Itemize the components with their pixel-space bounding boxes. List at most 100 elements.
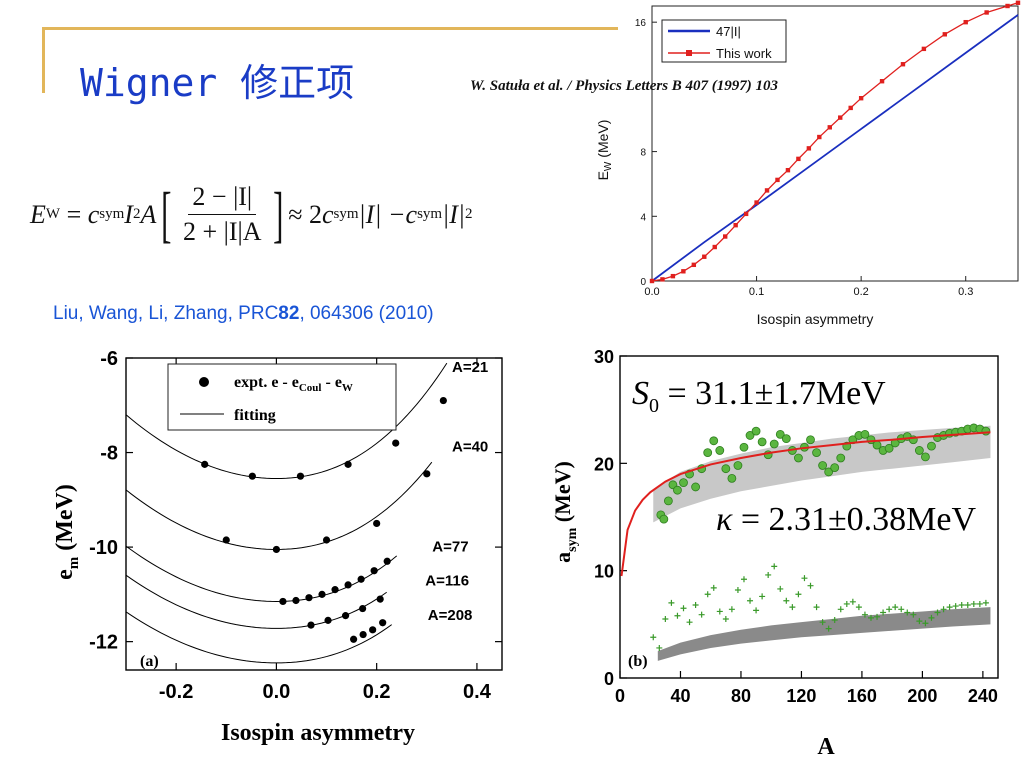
asym-plus-point (855, 604, 862, 611)
asym-green-point (733, 461, 743, 470)
equation-rhs-end: |I| (442, 199, 466, 229)
em-legend: expt. e - eCoul - eW fitting (167, 363, 397, 431)
asym-plus-point (952, 603, 959, 610)
asym-plus-point (692, 602, 699, 609)
asym-plus-point (789, 604, 796, 611)
em-legend-dot (199, 377, 209, 387)
ew-series-marker (723, 234, 728, 239)
left-bracket: [ (161, 180, 172, 249)
asym-plus-point (886, 606, 893, 613)
asym-green-point (679, 478, 688, 488)
title-accent-bar (42, 27, 45, 93)
asym-plus-point (668, 599, 675, 606)
em-data-point (222, 536, 230, 544)
ew-series-marker (827, 125, 832, 130)
s0-text: = 31.1±1.7MeV (659, 375, 886, 412)
em-data-point (305, 594, 313, 602)
asym-green-point (727, 473, 737, 483)
asym-green-point (663, 496, 673, 506)
em-ytick-label: -12 (89, 632, 118, 654)
em-data-point (357, 575, 365, 583)
asym-green-point (745, 431, 755, 440)
fraction-numerator: 2 − |I| (188, 182, 257, 215)
em-data-point (373, 519, 381, 528)
ew-xtick-label: 0.3 (958, 286, 973, 298)
asym-plus-point (698, 611, 705, 618)
asym-plus-point (970, 600, 977, 607)
em-data-point (331, 586, 339, 594)
em-data-point (344, 581, 352, 589)
em-series-label: A=40 (452, 439, 488, 456)
asym-plus-point (716, 608, 723, 615)
asym-xtick-label: 40 (670, 686, 690, 706)
asym-plus-point (783, 597, 790, 604)
asym-plus-point (910, 611, 917, 618)
em-xtick-label: -0.2 (159, 681, 193, 703)
em-xtick-label: 0.2 (363, 681, 391, 703)
ew-series-marker (670, 273, 676, 279)
asym-series (620, 423, 991, 661)
citation-liu: Liu, Wang, Li, Zhang, PRC82, 064306 (201… (53, 303, 434, 325)
kappa-symbol: κ (716, 501, 733, 538)
ew-series-marker (785, 167, 791, 173)
asym-plus-point (928, 614, 935, 621)
ew-ytick-label: 0 (640, 277, 646, 288)
asym-plus-point (837, 606, 844, 613)
ew-series-marker (796, 156, 801, 162)
asym-green-point (812, 448, 821, 457)
em-axes: -0.2 0.0 0.2 0.4 -6 -8 -10 -12 (89, 348, 503, 703)
em-ylabel-unit: (MeV) (52, 484, 78, 551)
asym-green-point (860, 429, 870, 439)
em-series-label: A=21 (452, 359, 488, 376)
ew-series-marker (702, 254, 707, 259)
em-data-point (423, 470, 431, 478)
em-data-point (341, 612, 350, 620)
asym-ytick-label: 10 (594, 562, 614, 582)
asym-green-point (914, 446, 924, 455)
em-xtick-label: 0.0 (262, 681, 290, 703)
equation-term: I (124, 199, 133, 229)
ew-series-marker (743, 211, 749, 217)
em-data-point (392, 439, 400, 447)
asym-fit-curve (620, 431, 991, 577)
em-data-point (324, 616, 332, 624)
s0-sub: 0 (649, 395, 659, 417)
citation-liu-prefix: Liu, Wang, Li, Zhang, PRC (53, 303, 279, 324)
em-data-point (359, 604, 367, 613)
em-ylabel: em (MeV) (52, 484, 82, 580)
ew-ytick-label: 4 (640, 212, 646, 223)
s0-annotation: S0 = 31.1±1.7MeV (632, 375, 886, 417)
equation-coef: c (87, 199, 100, 229)
ew-xlabel: Isospin asymmetry (757, 311, 874, 327)
ew-axes: 0.0 0.1 0.2 0.3 0 4 8 16 (635, 5, 1019, 298)
ew-series-marker (879, 79, 885, 84)
em-ytick-label: -10 (89, 537, 118, 559)
asym-plus-point (964, 602, 971, 609)
em-data-point (379, 619, 387, 627)
asym-plus-point (898, 606, 905, 613)
asym-plus-point (771, 563, 778, 570)
ew-legend-label-0: 47|I| (716, 24, 741, 39)
em-legend-points-label: expt. e - eCoul - eW (234, 374, 353, 394)
asym-green-point (818, 461, 828, 470)
em-ylabel-main: e (52, 569, 78, 580)
asym-green-point (691, 482, 701, 492)
asym-xtick-label: 160 (847, 686, 877, 706)
asym-plus-point (662, 615, 669, 622)
ew-series-marker (754, 200, 759, 205)
em-series: A=21 A=40 A=77 A=116 A=208 (125, 359, 488, 664)
ew-series-marker (858, 96, 864, 101)
ew-chart: 0.0 0.1 0.2 0.3 0 4 8 16 47|I| This work Isospi… (595, 0, 1021, 327)
asym-axes: 0 40 80 120 160 200 240 0 10 20 30 (594, 347, 999, 706)
asym-plus-point (867, 614, 874, 621)
em-ytick-label: -6 (100, 348, 118, 370)
em-panel-label: (a) (140, 653, 159, 670)
asym-xtick-label: 240 (968, 686, 998, 706)
asym-ylabel-main: a (550, 552, 575, 563)
asym-plus-point (795, 591, 802, 598)
asym-plus-point (740, 576, 747, 583)
em-data-point (248, 472, 256, 480)
ew-series-marker (984, 10, 989, 15)
